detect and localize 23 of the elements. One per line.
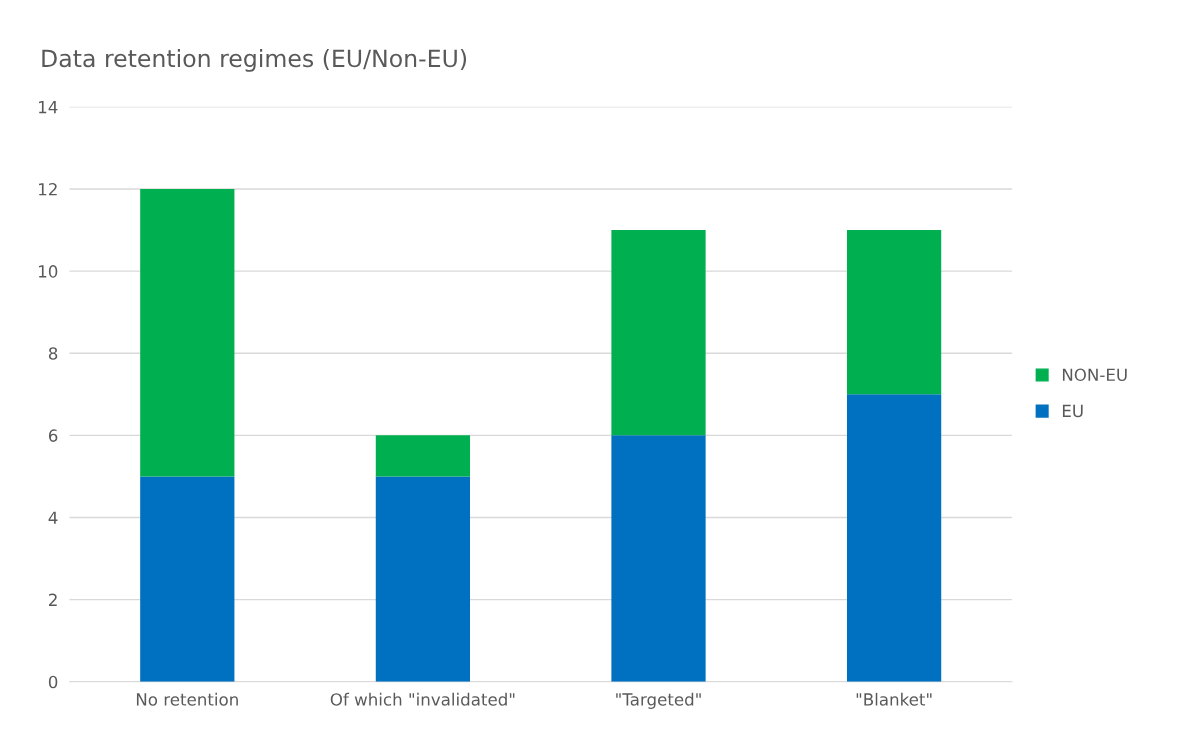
y-tick-label: 10 <box>39 265 58 278</box>
bar <box>140 188 235 477</box>
chart-title: Data retention regimes (EU/Non-EU) <box>42 49 467 72</box>
legend-label: EU <box>1062 404 1083 418</box>
bar <box>846 394 942 682</box>
x-tick-label: Of which "invalidated" <box>330 692 515 706</box>
y-tick-label: 0 <box>48 675 58 689</box>
x-tick-label: "Blanket" <box>856 692 932 706</box>
x-tick-label: No retention <box>136 692 238 706</box>
bar <box>611 435 706 682</box>
bar <box>375 476 471 682</box>
bar <box>846 230 942 395</box>
bar <box>375 435 471 477</box>
y-tick-label: 14 <box>39 101 58 114</box>
bar <box>611 230 706 436</box>
bar <box>140 476 235 682</box>
y-tick-label: 4 <box>48 511 58 524</box>
y-tick-label: 6 <box>48 429 58 442</box>
y-tick-label: 8 <box>48 347 58 360</box>
y-tick-label: 12 <box>39 182 57 196</box>
legend-label: NON-EU <box>1062 368 1127 382</box>
x-tick-label: "Targeted" <box>616 692 701 709</box>
y-tick-label: 2 <box>49 593 57 606</box>
